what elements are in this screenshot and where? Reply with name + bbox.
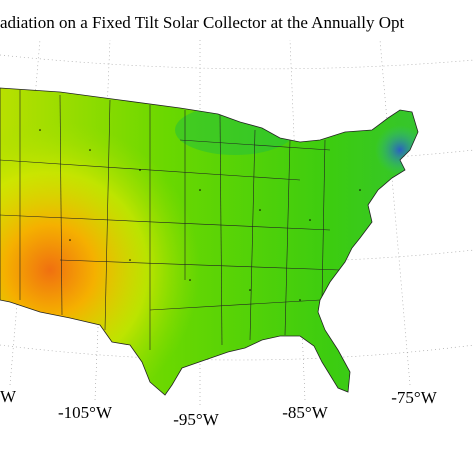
stations <box>39 129 361 301</box>
longitude-label: W <box>0 387 17 406</box>
irradiance-field <box>0 88 418 395</box>
longitude-label: -105°W <box>58 403 113 422</box>
state-borders <box>0 90 341 350</box>
longitude-label: -85°W <box>282 403 328 422</box>
map-title: adiation on a Fixed Tilt Solar Collector… <box>0 13 404 32</box>
longitude-label: -75°W <box>391 388 437 407</box>
longitude-label: -95°W <box>173 410 219 429</box>
